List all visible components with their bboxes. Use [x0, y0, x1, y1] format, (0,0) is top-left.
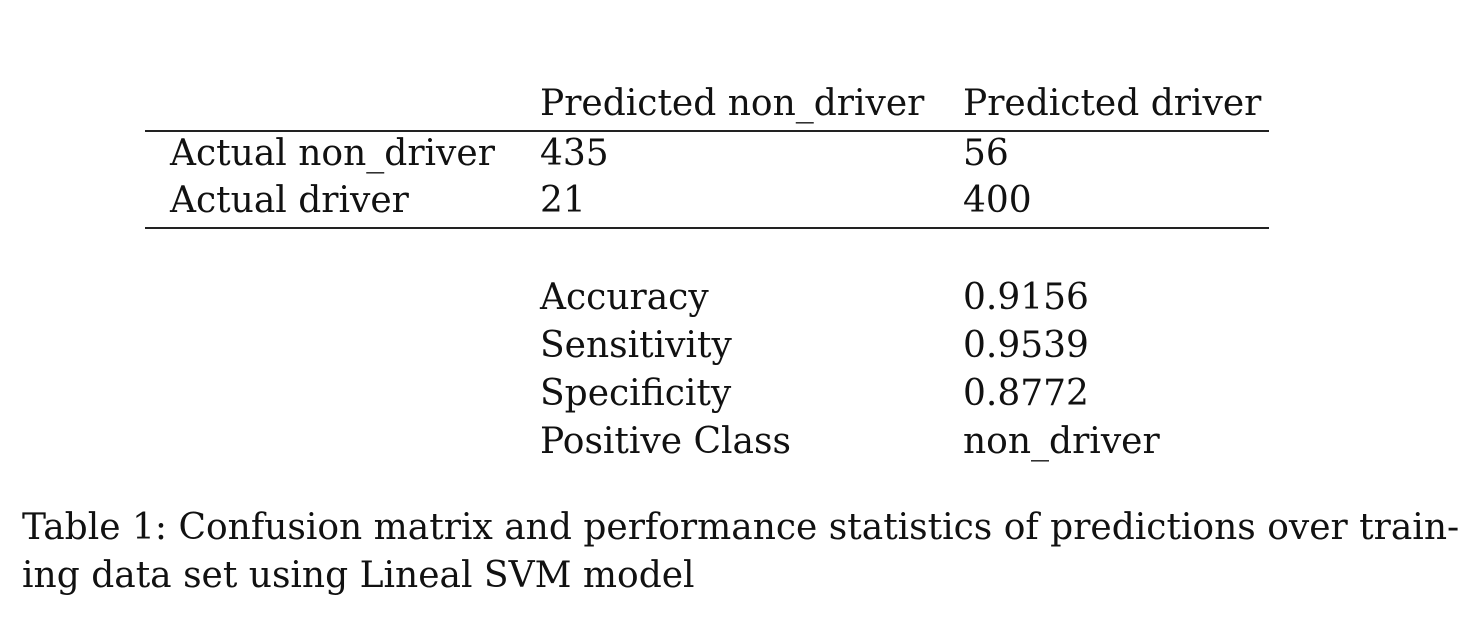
- stat-value-specificity: 0.8772: [963, 373, 1089, 414]
- stat-value-sensitivity: 0.9539: [963, 325, 1089, 366]
- row-label-actual-non-driver: Actual non_driver: [170, 133, 495, 174]
- stat-value-accuracy: 0.9156: [963, 277, 1089, 318]
- cell-actual-non-driver-pred-non-driver: 435: [540, 133, 609, 174]
- cell-actual-driver-pred-driver: 400: [963, 180, 1032, 221]
- table-rule-bottom: [145, 227, 1269, 229]
- stat-name-specificity: Specificity: [540, 373, 732, 414]
- stat-name-sensitivity: Sensitivity: [540, 325, 732, 366]
- stat-name-positive-class: Positive Class: [540, 421, 791, 462]
- table-rule-top: [145, 130, 1269, 132]
- stat-name-accuracy: Accuracy: [540, 277, 709, 318]
- table-caption-line-1: Table 1: Confusion matrix and performanc…: [22, 507, 1460, 548]
- cell-actual-driver-pred-non-driver: 21: [540, 180, 586, 221]
- stat-value-positive-class: non_driver: [963, 421, 1160, 462]
- header-predicted-non-driver: Predicted non_driver: [540, 83, 925, 124]
- header-predicted-driver: Predicted driver: [963, 83, 1262, 124]
- cell-actual-non-driver-pred-driver: 56: [963, 133, 1009, 174]
- row-label-actual-driver: Actual driver: [170, 180, 409, 221]
- table-caption-line-2: ing data set using Lineal SVM model: [22, 555, 695, 596]
